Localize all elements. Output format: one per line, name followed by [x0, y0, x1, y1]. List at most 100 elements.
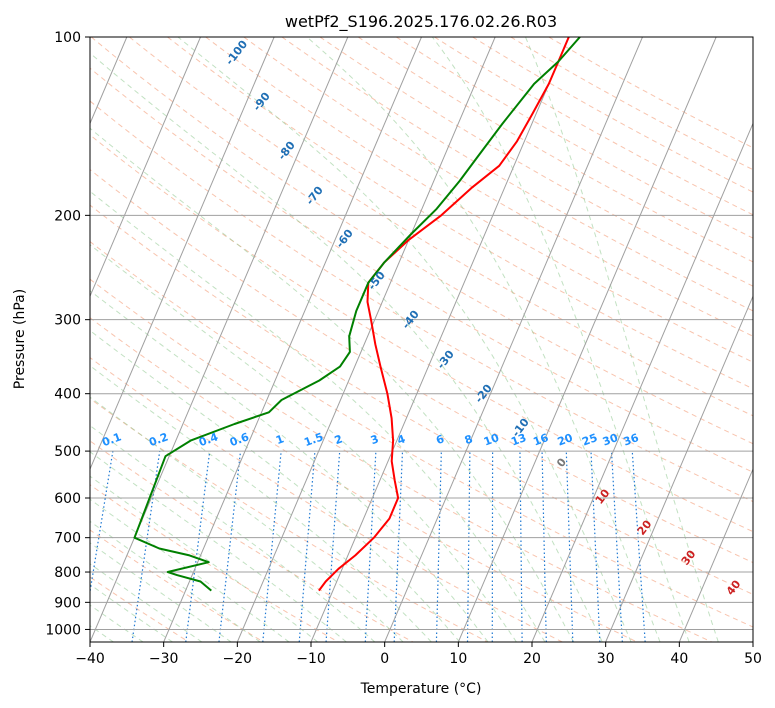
- x-tick-label: 20: [523, 651, 541, 667]
- isotherm: [310, 37, 570, 642]
- dry-adiabat: [90, 317, 638, 642]
- moist-adiabat: [177, 37, 632, 642]
- mixing-ratio-line: [466, 451, 471, 642]
- isotherm: [752, 640, 753, 642]
- grid-layer: [90, 37, 753, 642]
- isotherm-label: 10: [593, 486, 613, 506]
- isotherm-label: -30: [434, 348, 457, 372]
- mixing-ratio-label: 0.1: [100, 430, 123, 449]
- moist-adiabat: [90, 396, 404, 642]
- moist-adiabat: [90, 424, 376, 642]
- moist-adiabat: [90, 329, 461, 642]
- dry-adiabat: [90, 398, 488, 642]
- moist-adiabat: [90, 244, 517, 642]
- moist-adiabat: [90, 583, 173, 642]
- isotherm-label: 40: [724, 577, 744, 597]
- x-tick-label: −30: [149, 651, 179, 667]
- dry-adiabat: [90, 357, 563, 642]
- isotherm-label: -40: [399, 308, 422, 332]
- moist-adiabat: [90, 127, 575, 642]
- isotherm: [90, 37, 201, 298]
- y-tick-label: 400: [54, 387, 81, 403]
- dry-adiabat: [90, 100, 753, 503]
- mixing-ratio-label: 0.6: [228, 430, 251, 449]
- isotherm-label: -80: [275, 139, 298, 163]
- isotherm-label: -90: [250, 90, 273, 114]
- y-tick-label: 1000: [45, 622, 81, 638]
- dry-adiabat: [90, 529, 264, 642]
- moist-adiabat: [90, 52, 603, 642]
- mixing-ratio-line: [565, 451, 574, 642]
- mixing-ratio-label: 4: [395, 432, 407, 447]
- mixing-ratio-label: 36: [622, 431, 641, 449]
- moist-adiabat: [306, 37, 661, 642]
- dry-adiabat: [90, 168, 753, 564]
- mixing-ratio-label: 3: [369, 432, 381, 447]
- y-tick-label: 600: [54, 491, 81, 507]
- dry-adiabat: [90, 576, 190, 642]
- moist-adiabat: [431, 37, 690, 642]
- mixing-ratio-label: 13: [509, 431, 528, 448]
- x-tick-label: 50: [744, 651, 762, 667]
- x-tick-label: 10: [449, 651, 467, 667]
- y-tick-label: 900: [54, 595, 81, 611]
- moist-adiabat: [90, 190, 546, 642]
- mixing-ratio-label: 2: [333, 432, 345, 447]
- mixing-ratio-label: 30: [601, 431, 620, 449]
- mixing-ratio-line: [218, 451, 242, 642]
- mixing-ratio-line: [590, 451, 601, 642]
- y-tick-label: 500: [54, 444, 81, 460]
- temperature-profile: [318, 37, 570, 592]
- isotherm-label: -70: [303, 184, 326, 208]
- isotherm: [384, 37, 643, 642]
- moist-adiabat: [90, 520, 261, 642]
- dewpoint-profile: [133, 37, 581, 592]
- mixing-ratio-label: 6: [434, 432, 446, 447]
- isotherm: [163, 37, 422, 642]
- mixing-ratio-line: [185, 451, 211, 642]
- dry-adiabat: [357, 37, 753, 263]
- isotherm: [531, 122, 753, 642]
- moist-adiabat: [90, 563, 203, 642]
- y-tick-label: 300: [54, 313, 81, 329]
- y-axis-label: Pressure (hPa): [12, 289, 28, 389]
- moist-adiabat: [90, 475, 319, 642]
- x-axis-label: Temperature (°C): [360, 681, 482, 697]
- dry-adiabat: [167, 37, 753, 390]
- mixing-ratio-label: 16: [531, 431, 550, 449]
- series-layer: [133, 37, 581, 592]
- dry-adiabat: [434, 37, 753, 216]
- mixing-ratio-line: [519, 451, 523, 642]
- dry-adiabat: [90, 278, 712, 642]
- dry-adiabat: [548, 37, 753, 149]
- x-tick-label: 30: [597, 651, 615, 667]
- moist-adiabat: [90, 365, 432, 642]
- dry-adiabat: [205, 37, 753, 363]
- moist-adiabat: [90, 542, 232, 642]
- isotherm-label: 30: [679, 547, 699, 567]
- mixing-ratio-line: [90, 451, 114, 596]
- mixing-ratio-label: 1: [274, 432, 286, 447]
- isotherm-label: -100: [223, 38, 250, 68]
- axes: −40 −30 −20 −10 0 10 20 30 40 5010020030040050060…: [45, 30, 762, 667]
- y-tick-label: 700: [54, 531, 81, 547]
- mixing-ratio-label: 10: [482, 431, 501, 449]
- x-tick-label: 0: [380, 651, 389, 667]
- isotherm-label: -20: [472, 382, 495, 406]
- moist-adiabat: [90, 290, 489, 642]
- plot-frame: [89, 36, 754, 643]
- x-tick-label: −40: [75, 651, 105, 667]
- moist-adiabat: [90, 498, 290, 642]
- mixing-ratio-line: [610, 451, 623, 642]
- mixing-ratio-label: 25: [580, 431, 599, 448]
- isotherm: [236, 37, 496, 642]
- dry-adiabat: [129, 37, 753, 417]
- dry-adiabat: [90, 204, 753, 595]
- chart-title: wetPf2_S196.2025.176.02.26.R03: [285, 12, 557, 32]
- isotherm: [90, 37, 349, 642]
- mixing-ratio-line: [298, 451, 316, 642]
- x-tick-label: −20: [223, 651, 253, 667]
- y-tick-label: 200: [54, 208, 81, 224]
- mixing-ratio-line: [364, 451, 377, 642]
